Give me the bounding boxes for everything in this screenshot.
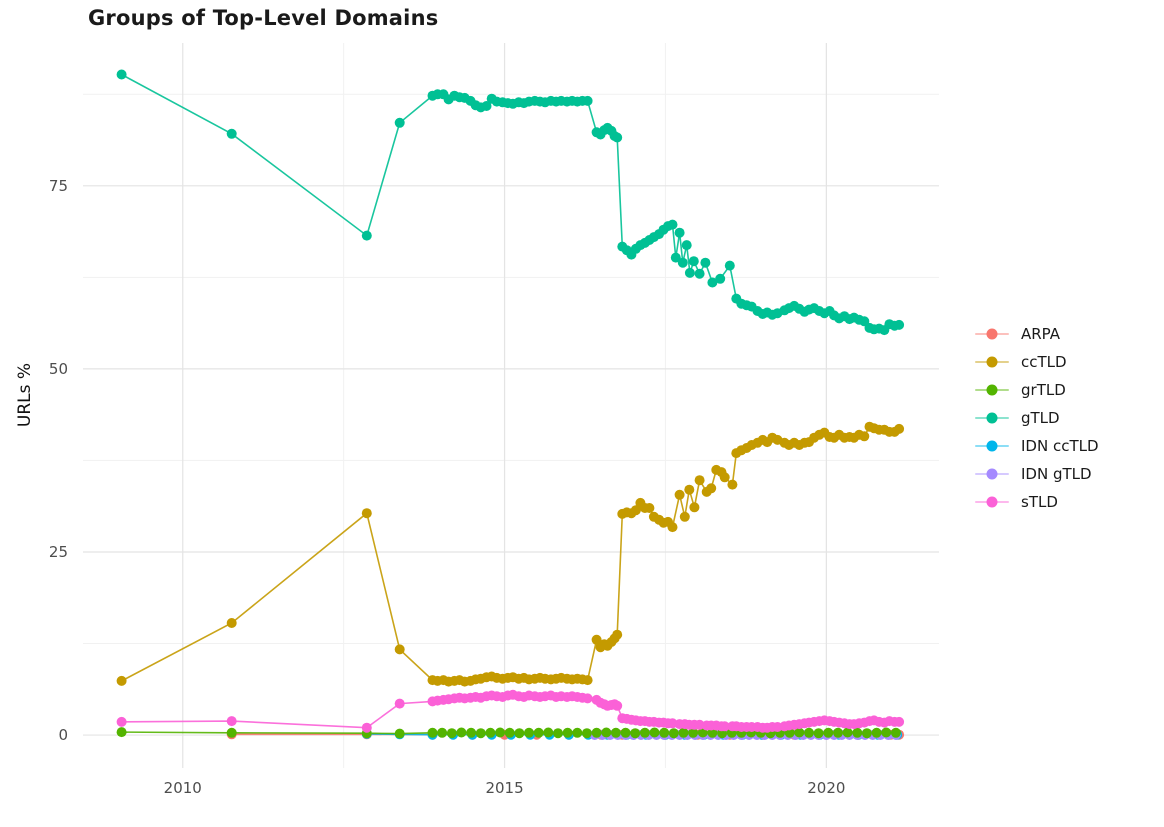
series-lines xyxy=(121,73,900,736)
legend-item: IDN gTLD xyxy=(975,460,1099,488)
legend-item: ccTLD xyxy=(975,348,1099,376)
legend-dot-swatch xyxy=(986,356,998,368)
legend-dot-swatch xyxy=(986,412,998,424)
legend-item: grTLD xyxy=(975,376,1099,404)
y-tick-label: 50 xyxy=(49,360,68,378)
x-tick-label: 2015 xyxy=(485,779,523,797)
legend-key-icon xyxy=(975,355,1009,369)
legend-item-label: ccTLD xyxy=(1021,353,1067,371)
legend: ARPA ccTLD grTLD gTLD IDN ccTLD IDN gTLD… xyxy=(975,320,1099,516)
legend-key-icon xyxy=(975,439,1009,453)
legend-dot-swatch xyxy=(986,328,998,340)
y-tick-label: 0 xyxy=(58,726,68,744)
plot-title: Groups of Top-Level Domains xyxy=(88,6,439,30)
legend-item-label: IDN gTLD xyxy=(1021,465,1092,483)
legend-dot-swatch xyxy=(986,440,998,452)
series-line-gTLD xyxy=(121,73,900,332)
legend-item: sTLD xyxy=(975,488,1099,516)
legend-item-label: sTLD xyxy=(1021,493,1058,511)
legend-item-label: gTLD xyxy=(1021,409,1060,427)
legend-dot-swatch xyxy=(986,468,998,480)
legend-item-label: ARPA xyxy=(1021,325,1061,343)
gridlines-major xyxy=(83,43,939,768)
y-tick-label: 75 xyxy=(49,177,68,195)
legend-key-icon xyxy=(975,327,1009,341)
x-tick-label: 2010 xyxy=(164,779,202,797)
legend-key-icon xyxy=(975,383,1009,397)
legend-key-icon xyxy=(975,467,1009,481)
x-tick-label: 2020 xyxy=(807,779,845,797)
gridlines-minor xyxy=(83,43,939,768)
legend-item: gTLD xyxy=(975,404,1099,432)
legend-item-label: IDN ccTLD xyxy=(1021,437,1099,455)
legend-item-label: grTLD xyxy=(1021,381,1066,399)
legend-dot-swatch xyxy=(986,496,998,508)
legend-item: ARPA xyxy=(975,320,1099,348)
series-points-gTLD xyxy=(116,69,905,336)
legend-dot-swatch xyxy=(986,384,998,396)
y-tick-label: 25 xyxy=(49,543,68,561)
series-points-sTLD xyxy=(116,689,905,733)
legend-key-icon xyxy=(975,495,1009,509)
axis-tick-labels: 2010 2015 2020 0 25 50 75 xyxy=(49,177,846,797)
legend-key-icon xyxy=(975,411,1009,425)
legend-item: IDN ccTLD xyxy=(975,432,1099,460)
series-points-ccTLD xyxy=(116,421,905,687)
